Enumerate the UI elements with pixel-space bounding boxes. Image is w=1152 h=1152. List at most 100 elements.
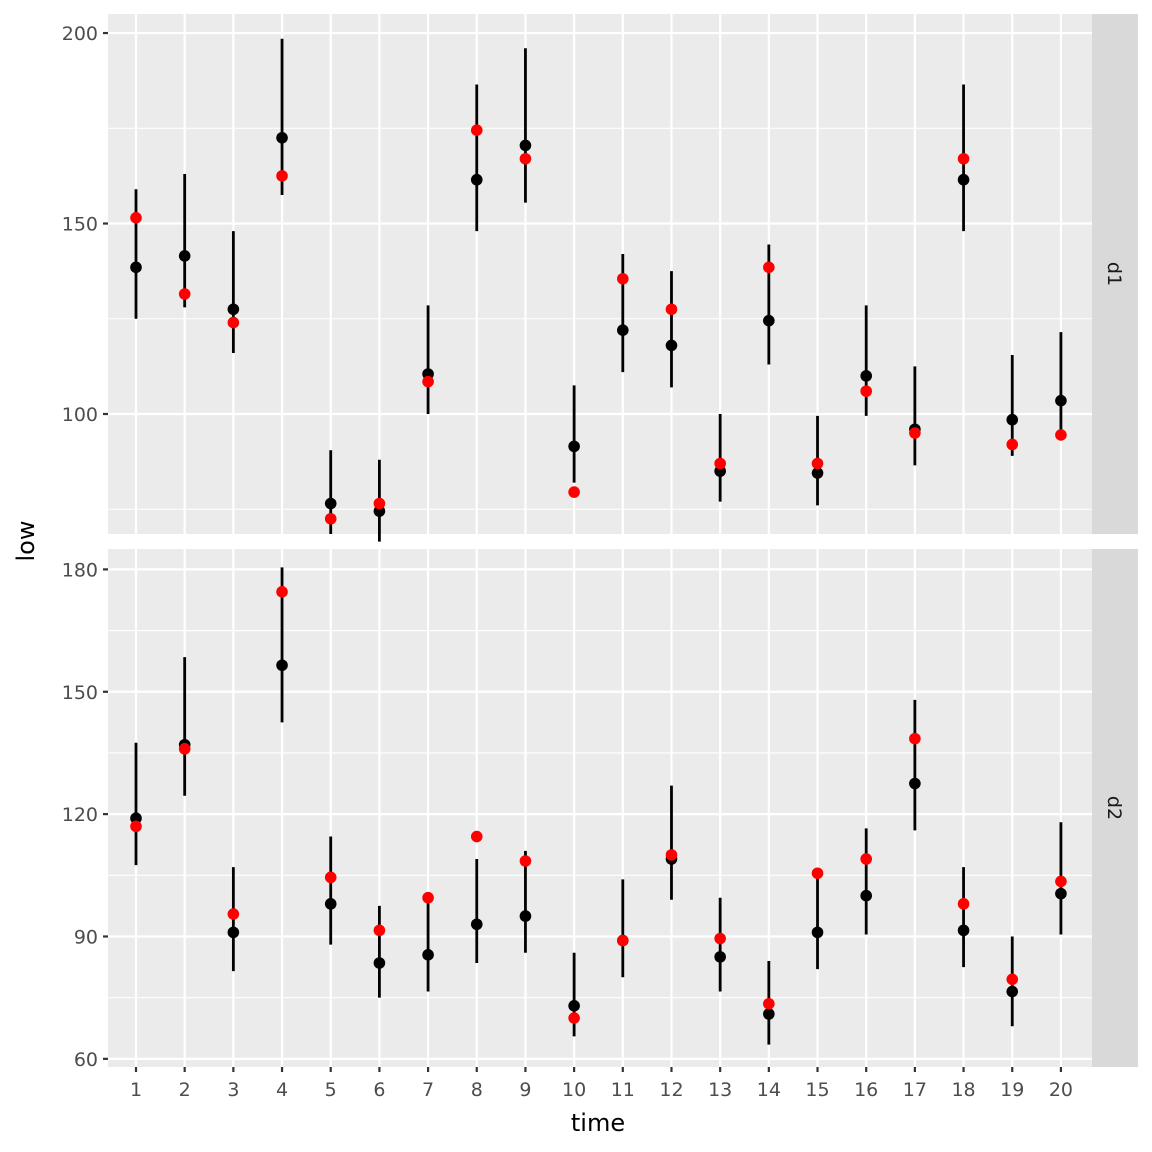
x-tick-label: 1 xyxy=(130,1079,142,1101)
estimate-point xyxy=(957,924,970,937)
estimate-point xyxy=(763,1008,775,1020)
observed-point xyxy=(519,855,532,867)
observed-point xyxy=(617,934,629,947)
estimate-point xyxy=(227,303,240,316)
observed-point xyxy=(373,924,386,937)
estimate-point xyxy=(373,957,386,969)
estimate-point xyxy=(860,370,872,382)
y-tick-label: 180 xyxy=(62,559,98,581)
observed-point xyxy=(714,932,726,945)
observed-point xyxy=(130,212,142,224)
x-tick-label: 2 xyxy=(179,1079,191,1101)
observed-point xyxy=(470,124,483,136)
x-tick-label: 15 xyxy=(805,1079,829,1101)
x-tick-label: 18 xyxy=(951,1079,975,1101)
facet-panel-d2: 60 90 120 150 180 d2 xyxy=(62,549,1138,1071)
observed-point xyxy=(860,853,872,865)
estimate-point xyxy=(470,918,483,931)
x-tick-label: 9 xyxy=(519,1079,531,1101)
estimate-point xyxy=(470,173,483,186)
x-tick-label: 10 xyxy=(562,1079,586,1101)
x-axis-title: time xyxy=(571,1109,625,1137)
observed-point xyxy=(763,997,775,1010)
estimate-point xyxy=(1055,887,1067,900)
observed-point xyxy=(665,849,678,861)
estimate-point xyxy=(1006,985,1019,998)
facet-strip xyxy=(1092,549,1138,1067)
x-tick-label: 14 xyxy=(757,1079,781,1101)
y-tick-label: 100 xyxy=(62,404,98,426)
observed-point xyxy=(860,385,872,397)
observed-point xyxy=(227,908,240,920)
estimate-point xyxy=(324,898,337,910)
estimate-point xyxy=(957,173,970,186)
x-tick-label: 17 xyxy=(903,1079,927,1101)
x-tick-label: 3 xyxy=(227,1079,239,1101)
estimate-point xyxy=(276,659,288,672)
observed-point xyxy=(276,170,288,182)
observed-point xyxy=(470,830,483,843)
x-tick-label: 13 xyxy=(708,1079,732,1101)
observed-point xyxy=(909,732,921,745)
facet-panels: 100 150 200 d1 60 90 120 150 180 d2 xyxy=(62,14,1138,1071)
observed-point xyxy=(568,1012,580,1024)
estimate-point xyxy=(519,139,532,152)
observed-point xyxy=(665,303,678,316)
facet-strip-label: d2 xyxy=(1103,796,1125,820)
observed-points xyxy=(130,586,1067,1024)
panel-background xyxy=(108,549,1092,1067)
estimate-point xyxy=(811,926,824,939)
x-axis: 1 2 3 4 5 6 7 8 9 10 11 12 13 14 15 16 17 18 19 20 xyxy=(130,1067,1073,1101)
facet-strip xyxy=(1092,14,1138,534)
observed-point xyxy=(422,891,434,904)
x-tick-label: 16 xyxy=(854,1079,878,1101)
observed-point xyxy=(373,497,386,510)
y-tick-label: 90 xyxy=(74,926,98,948)
estimate-point xyxy=(617,324,629,336)
observed-point xyxy=(1006,438,1019,451)
estimate-point xyxy=(665,339,678,352)
estimate-point xyxy=(763,314,775,327)
x-tick-label: 20 xyxy=(1049,1079,1073,1101)
observed-point xyxy=(130,820,142,833)
observed-point xyxy=(519,152,532,165)
observed-point xyxy=(178,743,191,755)
y-tick-label: 60 xyxy=(74,1049,98,1071)
estimate-point xyxy=(714,951,726,963)
estimate-point xyxy=(422,949,434,961)
observed-points xyxy=(130,124,1067,525)
observed-point xyxy=(568,486,580,498)
x-tick-label: 11 xyxy=(611,1079,635,1101)
x-tick-label: 19 xyxy=(1000,1079,1024,1101)
observed-point xyxy=(324,512,337,525)
y-axis-title: low xyxy=(12,521,40,562)
range-lines xyxy=(134,38,1063,542)
observed-point xyxy=(1055,429,1067,441)
facet-strip-label: d1 xyxy=(1103,262,1125,286)
observed-point xyxy=(422,375,434,388)
y-tick-label: 200 xyxy=(62,23,98,45)
x-tick-label: 7 xyxy=(422,1079,434,1101)
observed-point xyxy=(1055,875,1067,888)
x-tick-label: 12 xyxy=(659,1079,683,1101)
estimate-points xyxy=(130,132,1067,517)
estimate-point xyxy=(568,1000,580,1012)
observed-point xyxy=(1006,973,1019,986)
y-tick-label: 150 xyxy=(62,682,98,704)
estimate-point xyxy=(178,250,191,262)
estimate-point xyxy=(130,812,142,824)
x-tick-label: 8 xyxy=(471,1079,483,1101)
estimate-point xyxy=(227,926,240,939)
estimate-point xyxy=(519,910,532,922)
facet-panel-d1: 100 150 200 d1 xyxy=(62,14,1138,542)
panel-background xyxy=(108,14,1092,534)
y-tick-label: 120 xyxy=(62,804,98,826)
observed-point xyxy=(957,898,970,910)
x-tick-label: 4 xyxy=(276,1079,288,1101)
observed-point xyxy=(617,272,629,285)
observed-point xyxy=(276,586,288,598)
estimate-point xyxy=(1055,394,1067,407)
estimate-point xyxy=(324,497,337,510)
x-tick-label: 6 xyxy=(373,1079,385,1101)
